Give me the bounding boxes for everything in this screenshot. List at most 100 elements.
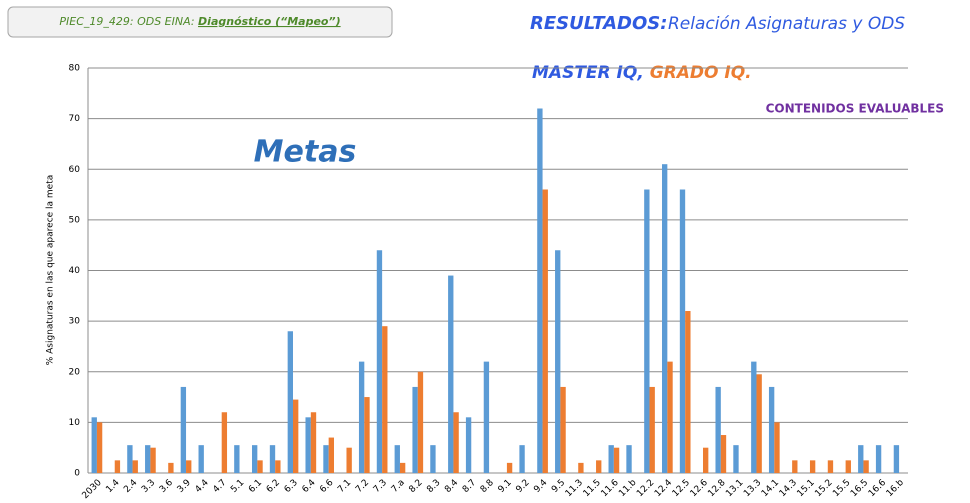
y-tick-label: 10	[69, 418, 81, 428]
bar	[114, 460, 121, 473]
bar	[269, 445, 276, 473]
bar	[145, 445, 151, 473]
header: PIEC_19_429: ODS EINA: Diagnóstico (“Map…	[59, 15, 340, 28]
x-tick-label: 7.a	[390, 478, 407, 495]
bar	[180, 386, 187, 473]
project-link: Diagnóstico (“Mapeo”)	[198, 15, 341, 28]
x-tick-label: 11.b	[617, 478, 638, 499]
y-tick-label: 40	[69, 266, 81, 276]
x-tick-label: 16.5	[849, 478, 870, 499]
x-tick-label: 5.1	[229, 478, 246, 495]
x-tick-label: 7.2	[354, 478, 371, 495]
x-tick-label: 13.3	[742, 478, 763, 499]
x-tick-label: 16.b	[885, 478, 906, 499]
bar	[257, 460, 263, 473]
y-tick-label: 20	[69, 367, 81, 377]
x-tick-label: 9.4	[532, 478, 549, 495]
bar	[858, 445, 864, 473]
x-tick-label: 11.6	[600, 478, 621, 499]
punct: ,	[636, 63, 643, 83]
bar	[234, 445, 240, 473]
bar	[394, 445, 400, 473]
bar	[221, 412, 228, 473]
bar	[733, 445, 739, 473]
x-tick-label: 7.1	[336, 478, 353, 495]
bar	[542, 189, 548, 473]
bar	[91, 417, 97, 473]
x-tick-label: 6.3	[283, 478, 300, 495]
bar	[720, 435, 727, 473]
bar	[310, 412, 317, 473]
x-tick-label: 8.8	[479, 478, 496, 495]
bar	[667, 361, 673, 473]
bar	[132, 460, 138, 473]
x-tick-label: 3.3	[140, 478, 157, 495]
x-tick-label: 9.1	[497, 478, 514, 495]
bar	[626, 445, 632, 473]
bar	[287, 331, 293, 473]
x-tick-label: 14.1	[760, 478, 781, 499]
bar	[448, 275, 454, 473]
y-tick-label: 80	[69, 64, 81, 74]
x-tick-label: 12.8	[706, 478, 727, 499]
bar	[863, 460, 869, 473]
bar	[613, 447, 620, 473]
chart-title-detail: Relación Asignaturas y ODS	[668, 14, 905, 34]
x-tick-label: 3.6	[158, 478, 175, 495]
x-tick-label: 7.3	[372, 478, 389, 495]
bar	[358, 361, 365, 473]
bar	[893, 445, 900, 473]
x-tick-label: 8.3	[425, 478, 442, 495]
x-tick-label: 14.3	[778, 478, 799, 499]
bar	[644, 189, 650, 473]
bar	[186, 460, 192, 473]
bar	[596, 460, 602, 473]
x-tick-label: 6.4	[301, 478, 318, 495]
bar	[430, 445, 436, 473]
bar	[346, 447, 352, 473]
bar	[127, 445, 133, 473]
bar	[679, 189, 686, 473]
x-tick-label: 15.2	[813, 478, 834, 499]
x-tick-label: 12.5	[671, 478, 692, 499]
legend: MASTER IQ, GRADO IQ.	[532, 63, 752, 83]
bar	[792, 460, 798, 473]
bar	[293, 399, 299, 473]
x-tick-label: 16.6	[867, 478, 888, 499]
punct: .	[745, 63, 751, 83]
bar	[412, 386, 418, 473]
bar	[608, 445, 614, 473]
x-tick-label: 15.5	[831, 478, 852, 499]
x-tick-label: 11.3	[564, 478, 585, 499]
x-tick-label: 6.2	[265, 478, 282, 495]
bar	[252, 445, 258, 473]
bar	[703, 447, 709, 473]
legend-label: GRADO IQ	[650, 63, 745, 83]
x-tick-label: 12.2	[635, 478, 656, 499]
bar	[827, 460, 834, 473]
bar	[578, 462, 584, 473]
bar	[560, 386, 566, 473]
y-tick-label: 30	[69, 317, 81, 327]
bar	[809, 460, 816, 473]
project: PIEC_19_429: ODS EINA:	[59, 15, 198, 28]
x-tick-label: 2.4	[122, 478, 139, 495]
bar	[168, 462, 174, 473]
x-tick-label: 13.1	[724, 478, 745, 499]
x-tick-label: 8.4	[443, 478, 460, 495]
y-tick-label: 70	[69, 114, 81, 124]
bar	[382, 326, 388, 473]
legend-label: MASTER IQ	[532, 63, 637, 83]
bar	[198, 445, 204, 473]
bar	[275, 460, 281, 473]
annotation-metas: Metas	[254, 135, 357, 170]
bar	[399, 462, 406, 473]
y-tick-label: 60	[69, 165, 81, 175]
x-tick-label: 8.7	[461, 478, 478, 495]
bar	[453, 412, 459, 473]
y-axis-label: % Asignaturas en las que aparece la meta	[46, 175, 56, 366]
bar	[519, 445, 525, 473]
y-tick-label: 50	[69, 215, 81, 225]
